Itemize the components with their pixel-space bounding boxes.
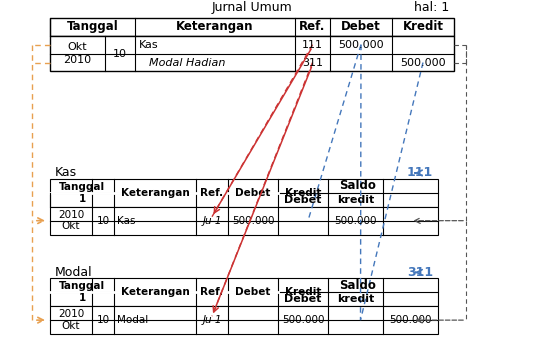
Text: 10: 10	[113, 49, 127, 58]
Text: Jurnal Umum: Jurnal Umum	[211, 1, 292, 14]
Text: 10: 10	[97, 315, 109, 325]
Text: -: -	[354, 315, 357, 325]
Bar	[50, 36, 454, 72]
Text: Ju 1: Ju 1	[202, 216, 222, 226]
Bar	[50, 306, 438, 334]
Text: Saldo: Saldo	[340, 279, 377, 292]
Text: Tanggal: Tanggal	[66, 20, 118, 33]
Text: Ref.: Ref.	[299, 20, 326, 33]
Text: 111: 111	[407, 166, 433, 180]
Text: 10: 10	[97, 216, 109, 226]
Text: Debet: Debet	[285, 195, 322, 205]
Text: -: -	[301, 216, 305, 226]
Text: Ju 1: Ju 1	[202, 315, 222, 325]
Bar	[50, 278, 438, 306]
Text: 311: 311	[407, 266, 433, 279]
Bar	[50, 179, 438, 207]
Text: Debet: Debet	[235, 188, 271, 198]
Text: Debet: Debet	[341, 20, 381, 33]
Text: Ref.: Ref.	[200, 287, 224, 297]
Text: Kredit: Kredit	[402, 20, 444, 33]
Text: 500.000: 500.000	[338, 40, 384, 50]
Text: 2010
Okt: 2010 Okt	[58, 309, 84, 331]
Text: Kas: Kas	[117, 216, 136, 226]
Text: 500.000: 500.000	[334, 216, 377, 226]
Text: 2010
Okt: 2010 Okt	[58, 210, 84, 232]
Text: Keterangan: Keterangan	[121, 188, 189, 198]
Text: 500.000: 500.000	[282, 315, 324, 325]
Text: Debet: Debet	[285, 294, 322, 304]
Text: Modal Hadian: Modal Hadian	[149, 57, 225, 67]
Text: 111: 111	[302, 40, 323, 50]
Text: -: -	[251, 315, 255, 325]
Bar	[50, 18, 454, 36]
Text: Saldo: Saldo	[340, 179, 377, 192]
Text: 500.000: 500.000	[232, 216, 274, 226]
Text: Keterangan: Keterangan	[176, 20, 254, 33]
Text: Kredit: Kredit	[285, 287, 321, 297]
Text: Tanggal
1: Tanggal 1	[59, 182, 105, 204]
Text: Ref.: Ref.	[200, 188, 224, 198]
Text: Debet: Debet	[235, 287, 271, 297]
Text: Modal: Modal	[117, 315, 148, 325]
Text: Keterangan: Keterangan	[121, 287, 189, 297]
Bar	[50, 207, 438, 235]
Text: 500.000: 500.000	[400, 57, 446, 67]
Text: Kredit: Kredit	[285, 188, 321, 198]
Text: kredit: kredit	[337, 195, 374, 205]
Text: Kas: Kas	[55, 166, 77, 180]
Text: 500.000: 500.000	[389, 315, 432, 325]
Text: kredit: kredit	[337, 294, 374, 304]
Text: hal: 1: hal: 1	[413, 1, 449, 14]
Text: Modal: Modal	[55, 266, 93, 279]
Text: 311: 311	[302, 57, 323, 67]
Text: Tanggal
1: Tanggal 1	[59, 281, 105, 303]
Text: Okt
2010: Okt 2010	[64, 42, 92, 65]
Text: Kas: Kas	[139, 40, 158, 50]
